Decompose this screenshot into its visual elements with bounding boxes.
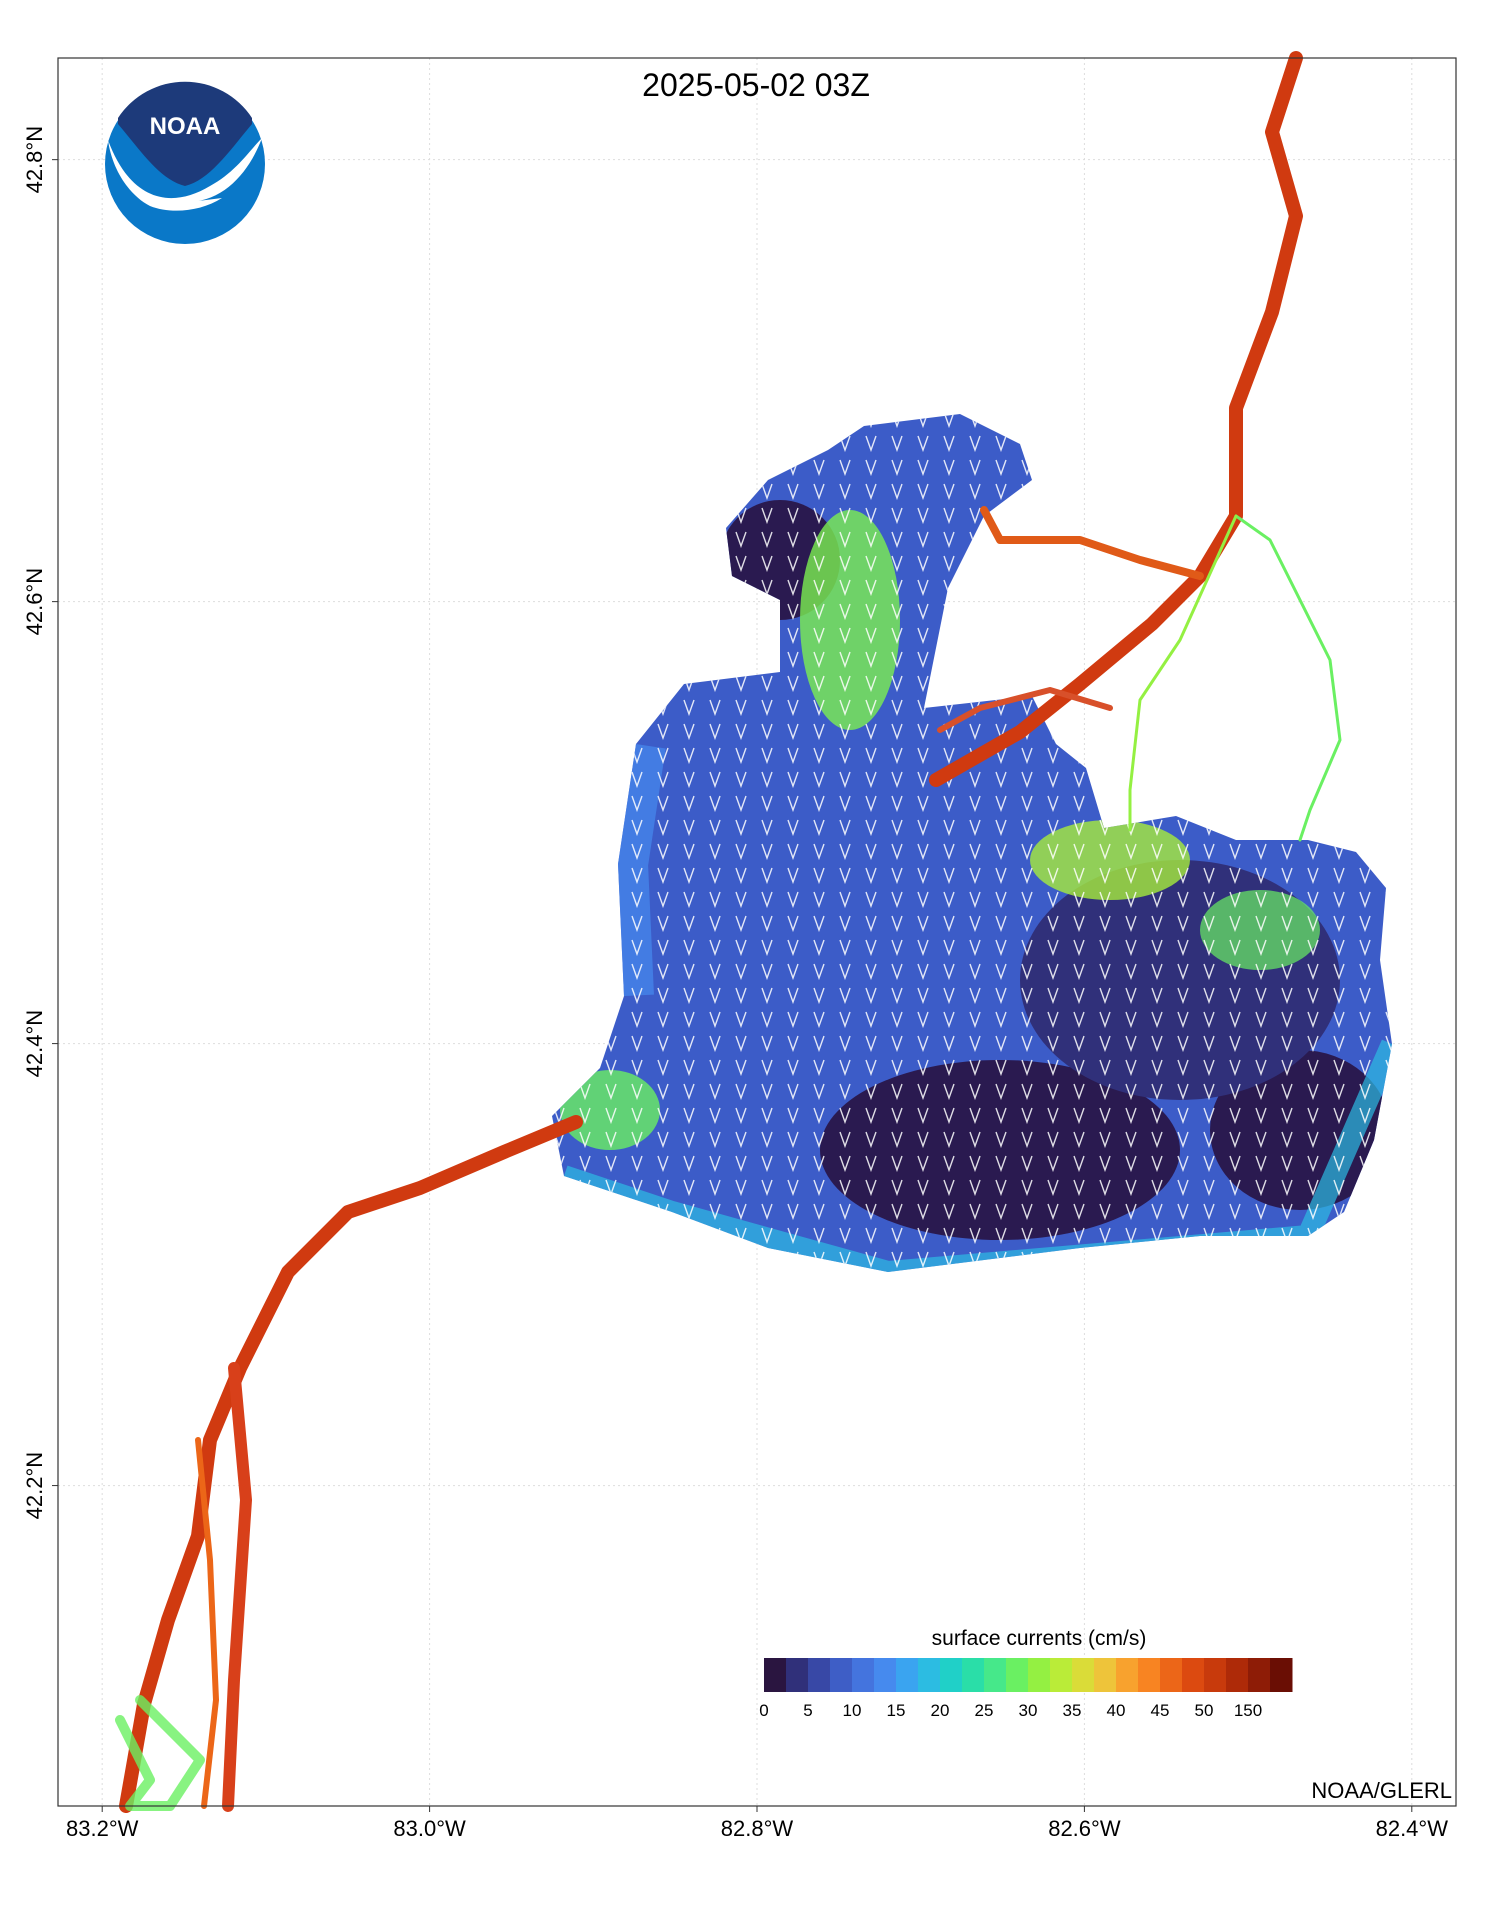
y-tick-label: 42.6°N [22,568,47,636]
rivers [115,51,1342,1813]
colorbar-tick-label: 0 [759,1701,768,1720]
colorbar-swatch [962,1658,985,1692]
colorbar-swatch [874,1658,897,1692]
axes: 83.2°W 83.0°W 82.8°W 82.6°W 82.4°W 42.2°N 42.4… [22,126,1448,1841]
colorbar-tick-label: 40 [1107,1701,1126,1720]
credit: NOAA/GLERL [1311,1778,1452,1803]
colorbar-tick-label: 20 [931,1701,950,1720]
colorbar-swatch [1050,1658,1073,1692]
y-tick-label: 42.2°N [22,1452,47,1520]
x-tick-label: 82.8°W [721,1816,794,1841]
colorbar-swatch [1182,1658,1205,1692]
colorbar-tick-label: 50 [1195,1701,1214,1720]
colorbar-tick-label: 45 [1151,1701,1170,1720]
colorbar-swatch [1160,1658,1183,1692]
colorbar-swatch [984,1658,1007,1692]
colorbar-tick-label: 25 [975,1701,994,1720]
colorbar-swatch [1094,1658,1117,1692]
colorbar-swatch [1138,1658,1161,1692]
noaa-logo: NOAA [105,81,265,244]
colorbar-swatch [1248,1658,1271,1692]
colorbar-swatch [786,1658,809,1692]
colorbar-swatch [764,1658,787,1692]
colorbar-tick-label: 10 [843,1701,862,1720]
x-tick-label: 82.4°W [1376,1816,1449,1841]
y-tick-label: 42.4°N [22,1010,47,1078]
colorbar-swatch [1204,1658,1227,1692]
colorbar-swatch [1006,1658,1029,1692]
colorbar-swatch [808,1658,831,1692]
colorbar-swatch [1226,1658,1249,1692]
map-title: 2025-05-02 03Z [642,67,870,103]
colorbar: 0 5 10 15 20 25 30 35 40 45 50 150 [759,1658,1293,1720]
colorbar-tick-label: 15 [887,1701,906,1720]
colorbar-tick-label: 5 [803,1701,812,1720]
colorbar-swatch [852,1658,875,1692]
colorbar-swatch [830,1658,853,1692]
colorbar-tick-label: 35 [1063,1701,1082,1720]
colorbar-swatch [1270,1658,1293,1692]
x-tick-label: 83.2°W [66,1816,139,1841]
colorbar-tick-label: 150 [1234,1701,1262,1720]
x-tick-label: 83.0°W [393,1816,466,1841]
lake-currents [552,414,1392,1272]
colorbar-label: surface currents (cm/s) [932,1627,1147,1650]
colorbar-swatch [1072,1658,1095,1692]
colorbar-tick-label: 30 [1019,1701,1038,1720]
x-tick-label: 82.6°W [1048,1816,1121,1841]
y-tick-label: 42.8°N [22,126,47,194]
colorbar-swatch [896,1658,919,1692]
colorbar-swatch [940,1658,963,1692]
colorbar-swatch [1116,1658,1139,1692]
colorbar-swatch [918,1658,941,1692]
logo-text: NOAA [150,113,221,140]
colorbar-swatch [1028,1658,1051,1692]
